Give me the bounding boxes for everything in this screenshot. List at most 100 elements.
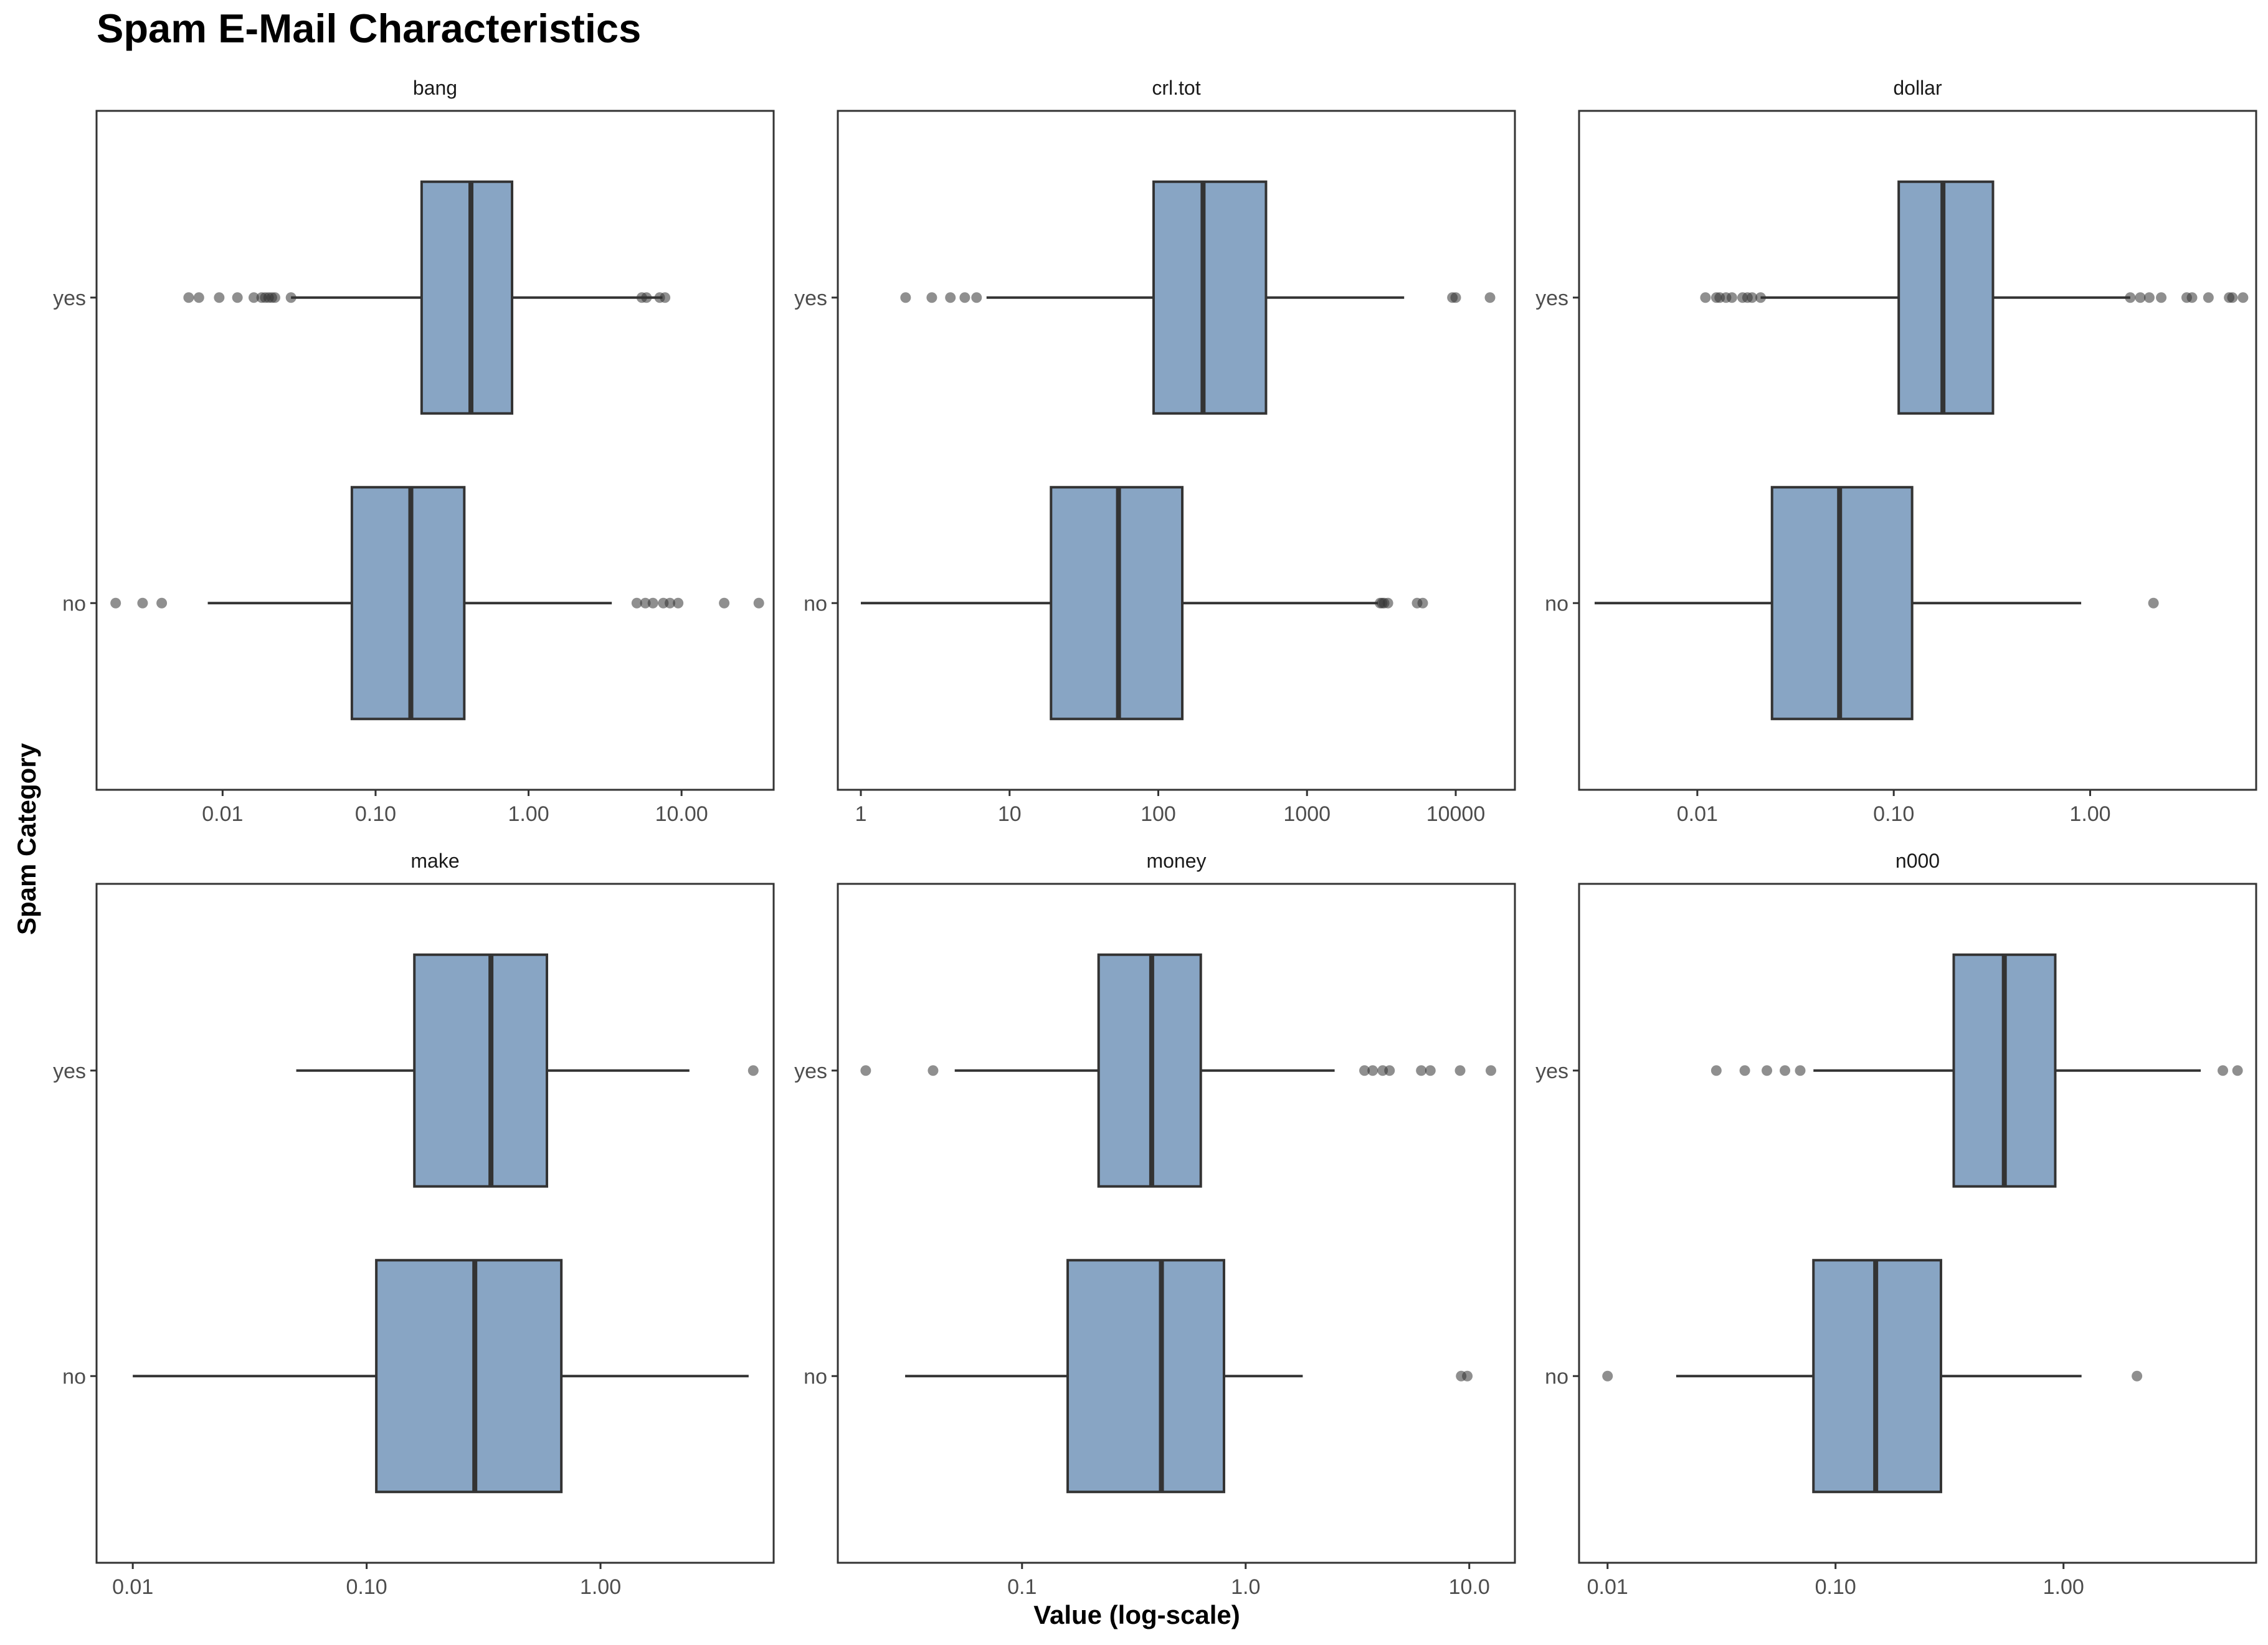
panel-crl-tot: crl.tot yes no 1 10 100 1000 10000: [794, 77, 1516, 826]
y-tick-label: yes: [794, 287, 827, 310]
outlier-point: [900, 292, 911, 303]
x-tick-label: 0.10: [1815, 1575, 1856, 1599]
outlier-point: [1602, 1370, 1613, 1382]
outlier-point: [2227, 292, 2238, 303]
y-axis-label: Spam Category: [12, 742, 41, 935]
x-tick-label: 1.00: [2043, 1575, 2084, 1599]
box-iqr: [350, 486, 466, 721]
x-axis-label: Value (log-scale): [1033, 1600, 1240, 1629]
y-tick-label: yes: [53, 287, 86, 310]
outlier-point: [928, 1065, 939, 1076]
panel-title: make: [410, 850, 459, 872]
box-no: [1602, 1259, 2143, 1494]
box-iqr: [420, 180, 514, 415]
y-tick-label: no: [1545, 1365, 1568, 1388]
panel-title: money: [1146, 850, 1206, 872]
outlier-point: [1416, 1065, 1427, 1076]
panel-border: [1578, 110, 2257, 791]
panel-dollar: dollar yes no 0.01 0.10 1.00: [1535, 77, 2257, 826]
x-tick-label: 100: [1141, 802, 1176, 826]
panel-border: [837, 883, 1516, 1564]
x-tick-label: 10.00: [655, 802, 708, 826]
box-yes: [296, 953, 759, 1188]
outlier-point: [2203, 292, 2214, 303]
panel-border: [95, 883, 775, 1564]
panel-money: money yes no 0.1 1.0 10.0: [794, 850, 1516, 1599]
x-tick-label: 0.01: [1587, 1575, 1628, 1599]
outlier-point: [214, 292, 225, 303]
outlier-point: [183, 292, 194, 303]
box-yes: [900, 180, 1496, 415]
outlier-point: [2143, 292, 2155, 303]
outlier-point: [1780, 1065, 1791, 1076]
x-tick-label: 1.00: [2069, 802, 2110, 826]
x-tick-label: 0.01: [202, 802, 243, 826]
box-yes: [1700, 180, 2249, 415]
y-tick-label: no: [62, 592, 86, 615]
y-tick-label: yes: [794, 1060, 827, 1083]
x-tick-label: 0.10: [1873, 802, 1914, 826]
outlier-point: [1425, 1065, 1436, 1076]
outlier-point: [1367, 1065, 1378, 1076]
outlier-point: [248, 292, 259, 303]
panel-title: dollar: [1893, 77, 1942, 99]
outlier-point: [1755, 292, 1766, 303]
panel-title: crl.tot: [1152, 77, 1200, 99]
panel-make: make yes no 0.01 0.10 1.00: [53, 850, 775, 1599]
outlier-point: [747, 1065, 759, 1076]
outlier-point: [1462, 1370, 1473, 1382]
box-iqr: [1152, 180, 1268, 415]
outlier-point: [1450, 292, 1461, 303]
outlier-point: [1726, 292, 1737, 303]
panels: bang yes no 0.01 0.10 1.00 10.00 crl.tot yes no 1 1…: [53, 77, 2257, 1599]
outlier-point: [232, 292, 243, 303]
y-tick-label: no: [804, 1365, 827, 1388]
x-tick-label: 1000: [1283, 802, 1331, 826]
outlier-point: [2135, 292, 2146, 303]
panel-title: bang: [413, 77, 457, 99]
outlier-point: [1762, 1065, 1773, 1076]
x-tick-label: 0.10: [355, 802, 396, 826]
outlier-point: [631, 597, 642, 609]
outlier-point: [285, 292, 297, 303]
outlier-point: [137, 597, 148, 609]
outlier-point: [1486, 1065, 1497, 1076]
x-tick-label: 0.01: [112, 1575, 153, 1599]
x-tick-label: 1.0: [1231, 1575, 1260, 1599]
outlier-point: [2237, 292, 2249, 303]
outlier-point: [1700, 292, 1711, 303]
outlier-point: [719, 597, 730, 609]
box-no: [110, 486, 764, 721]
panel-bang: bang yes no 0.01 0.10 1.00 10.00: [53, 77, 775, 826]
y-tick-label: yes: [53, 1060, 86, 1083]
outlier-point: [193, 292, 204, 303]
x-tick-label: 0.01: [1677, 802, 1718, 826]
x-tick-label: 0.1: [1007, 1575, 1037, 1599]
x-tick-label: 1: [855, 802, 867, 826]
outlier-point: [2156, 292, 2167, 303]
outlier-point: [1795, 1065, 1806, 1076]
outlier-point: [110, 597, 121, 609]
outlier-point: [269, 292, 280, 303]
outlier-point: [647, 597, 658, 609]
y-tick-label: yes: [1535, 1060, 1568, 1083]
x-tick-label: 10: [998, 802, 1022, 826]
chart-title: Spam E-Mail Characteristics: [97, 6, 641, 51]
outlier-point: [2218, 1065, 2229, 1076]
x-tick-label: 0.10: [346, 1575, 387, 1599]
outlier-point: [641, 292, 652, 303]
outlier-point: [1382, 597, 1393, 609]
box-iqr: [1897, 180, 1995, 415]
outlier-point: [860, 1065, 871, 1076]
box-yes: [183, 180, 671, 415]
x-tick-label: 10.0: [1449, 1575, 1490, 1599]
box-no: [860, 486, 1428, 721]
box-iqr: [1066, 1259, 1225, 1494]
panel-n000: n000 yes no 0.01 0.10 1.00: [1535, 850, 2257, 1599]
outlier-point: [673, 597, 684, 609]
x-tick-label: 10000: [1426, 802, 1486, 826]
outlier-point: [1710, 1065, 1722, 1076]
outlier-point: [971, 292, 982, 303]
outlier-point: [2232, 1065, 2243, 1076]
